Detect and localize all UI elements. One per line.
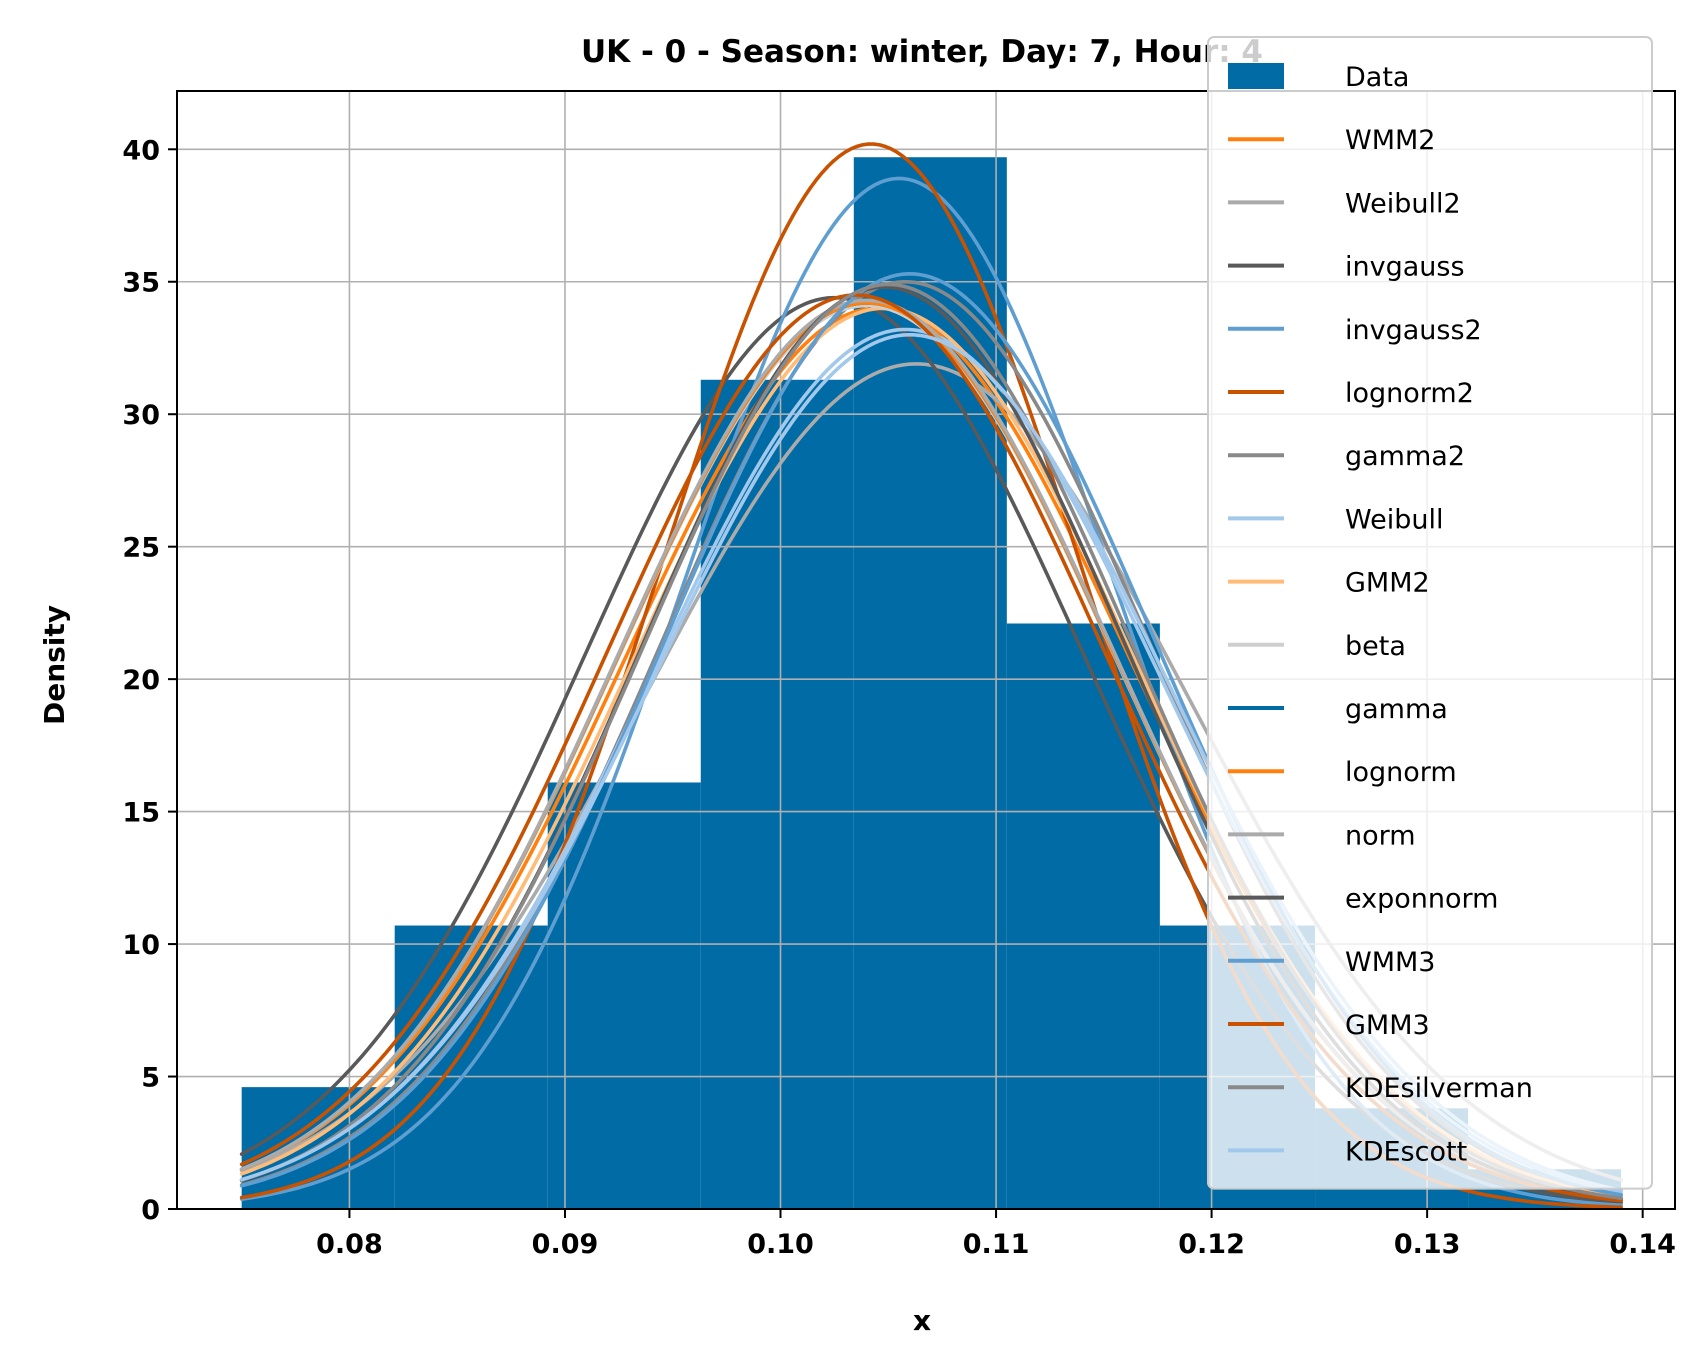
- histogram-bar: [700, 379, 854, 1209]
- histogram-bars: [241, 157, 1622, 1210]
- legend-label-gmm3: GMM3: [1345, 1010, 1430, 1041]
- x-tick-label: 0.10: [747, 1229, 814, 1260]
- x-axis-ticks: 0.08 0.09 0.10 0.11 0.12 0.13 0.14: [316, 1209, 1676, 1260]
- legend-label-gmm2: GMM2: [1345, 568, 1430, 599]
- y-tick-label: 10: [122, 930, 160, 961]
- x-tick-label: 0.13: [1394, 1229, 1461, 1260]
- x-tick-label: 0.11: [963, 1229, 1030, 1260]
- x-tick-label: 0.12: [1178, 1229, 1245, 1260]
- legend-label-weibull: Weibull: [1345, 504, 1443, 535]
- y-tick-label: 20: [122, 665, 160, 696]
- y-tick-label: 40: [122, 135, 160, 166]
- y-tick-label: 15: [122, 798, 160, 829]
- legend-label-lognorm2: lognorm2: [1345, 378, 1474, 409]
- legend-label-wmm2: WMM2: [1345, 125, 1435, 156]
- y-tick-label: 35: [122, 268, 160, 299]
- y-tick-label: 5: [141, 1063, 160, 1094]
- y-tick-label: 30: [122, 400, 160, 431]
- legend-label-kdesilverman: KDEsilverman: [1345, 1073, 1533, 1104]
- legend-label-data: Data: [1345, 62, 1409, 93]
- histogram-bar: [547, 782, 701, 1209]
- histogram-bar: [1006, 623, 1160, 1209]
- legend-box: [1207, 36, 1653, 1190]
- legend-label-exponnorm: exponnorm: [1345, 884, 1498, 915]
- legend-label-lognorm: lognorm: [1345, 757, 1457, 788]
- legend-label-gamma: gamma: [1345, 694, 1448, 725]
- x-tick-label: 0.14: [1609, 1229, 1676, 1260]
- x-tick-label: 0.09: [532, 1229, 599, 1260]
- x-tick-label: 0.08: [316, 1229, 383, 1260]
- legend-label-invgauss2: invgauss2: [1345, 315, 1482, 346]
- legend-label-weibull2: Weibull2: [1345, 188, 1461, 219]
- legend-label-kdescott: KDEscott: [1345, 1136, 1467, 1167]
- y-tick-label: 0: [141, 1195, 160, 1226]
- legend-label-invgauss: invgauss: [1345, 252, 1465, 283]
- legend-label-norm: norm: [1345, 820, 1416, 851]
- axes-frame: [176, 90, 1676, 1210]
- legend-label-gamma2: gamma2: [1345, 441, 1465, 472]
- legend: Data WMM2 Weibull2 invgauss invgauss2 lognorm…: [1207, 36, 1653, 1190]
- chart-title: UK - 0 - Season: winter, Day: 7, Hour: 4: [581, 34, 1263, 70]
- y-axis-ticks: 0 5 10 15 20 25 30 35 40: [122, 135, 177, 1226]
- legend-label-beta: beta: [1345, 631, 1406, 662]
- x-axis-label: x: [913, 1304, 931, 1337]
- y-tick-label: 25: [122, 533, 160, 564]
- legend-swatch-data: [1228, 63, 1284, 89]
- legend-label-wmm3: WMM3: [1345, 947, 1435, 978]
- y-axis-label: Density: [38, 605, 71, 725]
